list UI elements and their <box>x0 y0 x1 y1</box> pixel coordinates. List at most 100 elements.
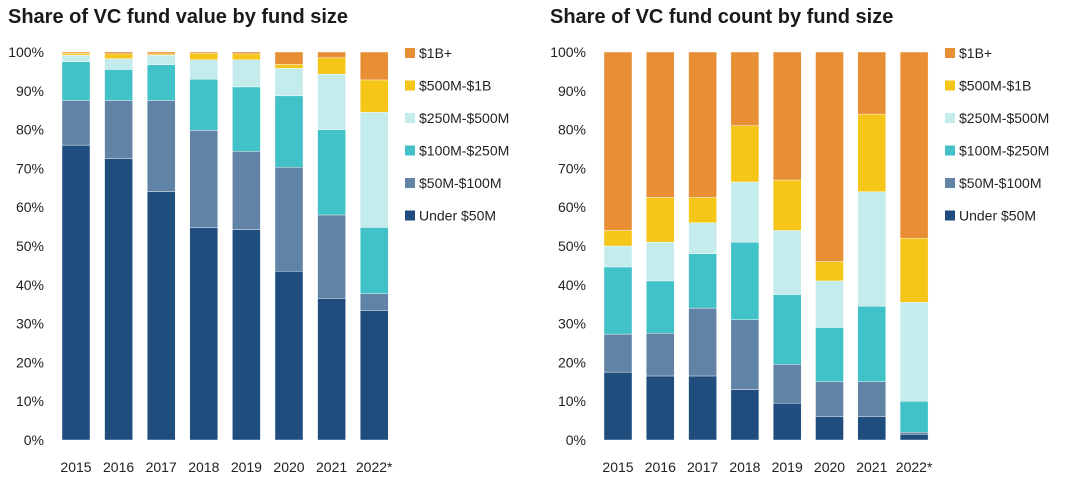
legend-swatch <box>945 113 955 123</box>
legend-label: $500M-$1B <box>959 78 1031 94</box>
y-tick-label: 80% <box>16 122 44 138</box>
value-bar-segment-2019-1 <box>232 151 261 230</box>
x-tick-label: 2021 <box>856 459 887 475</box>
value-bar-segment-2016-1 <box>104 100 133 159</box>
x-tick-label: 2015 <box>602 459 633 475</box>
count-bar-segment-2017-5 <box>688 51 717 198</box>
y-tick-label: 30% <box>558 316 586 332</box>
count-bar-segment-2015-3 <box>603 245 633 268</box>
count-bar-segment-2018-4 <box>730 125 760 183</box>
value-bar-segment-2016-0 <box>104 158 133 441</box>
x-tick-label: 2018 <box>729 459 760 475</box>
legend-swatch <box>945 210 955 221</box>
value-bar-segment-2020-3 <box>274 68 304 97</box>
y-tick-label: 50% <box>16 238 44 254</box>
count-bar-segment-2018-3 <box>730 181 760 243</box>
count-bar-segment-2018-1 <box>730 319 760 390</box>
count-bar-segment-2020-5 <box>815 51 844 262</box>
legend-swatch <box>405 210 415 221</box>
count-bar-segment-2015-5 <box>603 51 633 231</box>
value-bar-segment-2022-3 <box>360 111 389 228</box>
value-bar-segment-2016-4 <box>104 53 133 59</box>
value-bar-segment-2019-0 <box>232 229 261 441</box>
value-bar-segment-2020-1 <box>274 167 304 272</box>
value-bar-segment-2017-0 <box>146 191 176 441</box>
y-tick-label: 60% <box>558 199 586 215</box>
y-tick-label: 40% <box>16 277 44 293</box>
y-tick-label: 30% <box>16 316 44 332</box>
x-tick-label: 2021 <box>316 459 347 475</box>
legend-label: $500M-$1B <box>419 78 491 94</box>
y-tick-label: 20% <box>558 354 586 370</box>
count-bar-segment-2016-0 <box>646 375 675 441</box>
y-tick-label: 40% <box>558 277 586 293</box>
value-bar-segment-2022-5 <box>360 51 389 81</box>
legend-swatch <box>945 48 955 58</box>
y-tick-label: 0% <box>566 432 586 448</box>
value-bar-segment-2015-4 <box>61 52 91 56</box>
legend-label: Under $50M <box>959 208 1036 224</box>
legend-swatch <box>945 145 955 156</box>
value-bar-segment-2021-0 <box>317 298 346 441</box>
y-tick-label: 100% <box>8 44 44 60</box>
x-tick-label: 2022* <box>356 459 393 475</box>
value-bar-segment-2017-5 <box>146 51 176 55</box>
x-tick-label: 2016 <box>645 459 676 475</box>
count-bar-segment-2022-4 <box>899 238 929 303</box>
value-bar-segment-2022-0 <box>360 310 389 441</box>
count-bar-segment-2017-0 <box>688 375 717 441</box>
y-tick-label: 50% <box>558 238 586 254</box>
count-bar-segment-2015-0 <box>603 371 633 441</box>
count-bar-segment-2020-3 <box>815 280 844 328</box>
count-bar-segment-2021-2 <box>857 305 886 383</box>
count-bar-segment-2017-2 <box>688 253 717 309</box>
value-bar-segment-2022-4 <box>360 79 389 113</box>
x-tick-label: 2019 <box>231 459 262 475</box>
count-bar-segment-2022-1 <box>899 432 929 435</box>
y-tick-label: 0% <box>24 432 44 448</box>
x-tick-label: 2018 <box>188 459 219 475</box>
value-bar-segment-2015-0 <box>61 144 91 441</box>
value-bar-segment-2019-3 <box>232 59 261 88</box>
x-tick-label: 2017 <box>146 459 177 475</box>
count-bar-segment-2020-4 <box>815 261 844 282</box>
x-tick-label: 2022* <box>896 459 933 475</box>
count-bar-segment-2021-0 <box>857 416 886 441</box>
count-bar-segment-2016-2 <box>646 280 675 334</box>
legend-swatch <box>945 80 955 91</box>
y-tick-label: 90% <box>16 83 44 99</box>
value-bar-segment-2019-4 <box>232 53 261 60</box>
y-tick-label: 70% <box>16 160 44 176</box>
count-bar-segment-2020-1 <box>815 381 844 417</box>
value-bar-segment-2022-1 <box>360 293 389 311</box>
legend-swatch <box>405 178 415 188</box>
count-bar-segment-2022-2 <box>899 401 929 433</box>
count-bar-segment-2016-5 <box>646 51 675 198</box>
count-bar-segment-2019-1 <box>773 364 802 404</box>
count-bar-segment-2019-3 <box>773 230 802 295</box>
value-bar-segment-2018-5 <box>189 51 219 54</box>
y-tick-label: 90% <box>558 83 586 99</box>
value-bar-segment-2022-2 <box>360 227 389 294</box>
legend-swatch <box>405 80 415 91</box>
y-tick-label: 10% <box>558 393 586 409</box>
count-bar-segment-2017-1 <box>688 307 717 377</box>
value-bar-segment-2016-3 <box>104 58 133 70</box>
y-tick-label: 60% <box>16 199 44 215</box>
value-bar-segment-2015-1 <box>61 100 91 146</box>
value-bar-segment-2018-2 <box>189 78 219 131</box>
value-bar-segment-2021-2 <box>317 129 346 216</box>
legend-swatch <box>405 48 415 58</box>
count-bar-segment-2022-5 <box>899 51 929 239</box>
count-bar-segment-2019-5 <box>773 51 802 181</box>
legend-label: $100M-$250M <box>419 143 509 159</box>
legend-label: $100M-$250M <box>959 143 1049 159</box>
count-bar-segment-2021-4 <box>857 113 886 192</box>
value-bar-segment-2020-4 <box>274 64 304 69</box>
value-bar-segment-2016-5 <box>104 51 133 55</box>
legend-label: $250M-$500M <box>419 110 509 126</box>
value-bar-segment-2020-2 <box>274 95 304 168</box>
value-bar-segment-2017-2 <box>146 64 176 101</box>
value-bar-segment-2018-1 <box>189 130 219 228</box>
value-bar-segment-2017-1 <box>146 100 176 192</box>
